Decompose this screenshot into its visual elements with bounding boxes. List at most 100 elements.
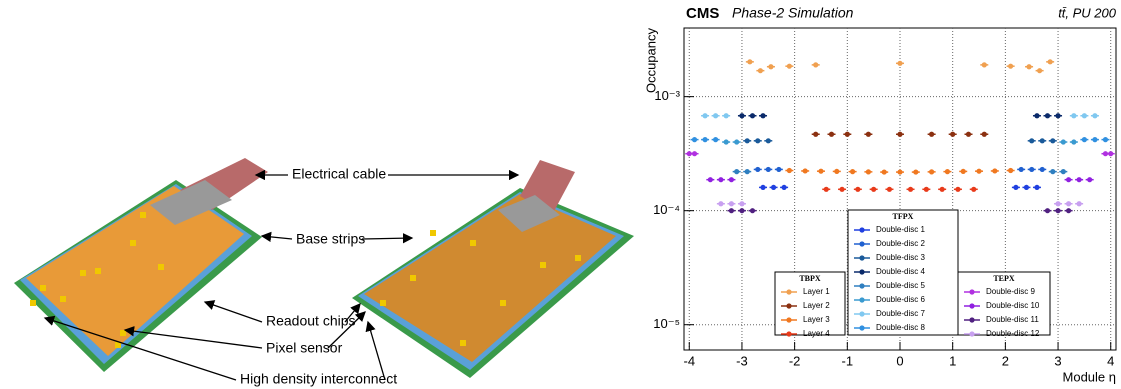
point (1077, 177, 1082, 182)
point (1071, 139, 1076, 144)
label: Readout chips (266, 313, 356, 329)
label: High density interconnect (240, 371, 397, 387)
point (755, 167, 760, 172)
point (729, 177, 734, 182)
point (781, 185, 786, 190)
chart-subtitle: Phase-2 Simulation (732, 5, 854, 21)
point (924, 187, 929, 192)
legend-title: TBPX (799, 274, 821, 283)
legend-swatch (859, 283, 864, 288)
point (961, 169, 966, 174)
point (758, 68, 763, 73)
point (1061, 139, 1066, 144)
point (1108, 151, 1113, 156)
point (813, 62, 818, 67)
point (771, 185, 776, 190)
point (760, 185, 765, 190)
legend-swatch (786, 289, 791, 294)
point (866, 132, 871, 137)
point (766, 138, 771, 143)
legend-swatch (969, 331, 974, 336)
y-tick-label: 10⁻³ (654, 88, 680, 103)
legend-swatch (969, 317, 974, 322)
y-tick-label: 10⁻⁴ (653, 202, 680, 217)
x-tick-label: 0 (896, 353, 903, 368)
point (929, 169, 934, 174)
point (787, 168, 792, 173)
point (1040, 138, 1045, 143)
legend-label: Double-disc 3 (876, 253, 925, 262)
point (976, 169, 981, 174)
legend-swatch (859, 311, 864, 316)
legend-title: TEPX (993, 274, 1015, 283)
point (702, 113, 707, 118)
point (855, 187, 860, 192)
legend-swatch (859, 227, 864, 232)
legend-swatch (969, 289, 974, 294)
point (982, 132, 987, 137)
legend-swatch (859, 269, 864, 274)
point (692, 137, 697, 142)
point (1055, 201, 1060, 206)
point (747, 59, 752, 64)
legend-label: Double-disc 11 (986, 315, 1039, 324)
point (940, 187, 945, 192)
x-tick-label: 2 (1002, 353, 1009, 368)
legend-label: Double-disc 2 (876, 239, 925, 248)
point (1071, 113, 1076, 118)
point (1008, 168, 1013, 173)
point (718, 201, 723, 206)
point (813, 132, 818, 137)
x-tick-label: -2 (789, 353, 801, 368)
point (713, 137, 718, 142)
point (945, 169, 950, 174)
legend-title: TFPX (893, 212, 914, 221)
point (803, 168, 808, 173)
legend-label: Layer 2 (803, 301, 830, 310)
y-tick-label: 10⁻⁵ (653, 316, 680, 331)
point (1061, 169, 1066, 174)
x-tick-label: 1 (949, 353, 956, 368)
point (755, 138, 760, 143)
label: Pixel sensor (266, 340, 343, 356)
point (882, 169, 887, 174)
point (1050, 169, 1055, 174)
point (1048, 59, 1053, 64)
point (971, 187, 976, 192)
legend-label: Double-disc 8 (876, 323, 925, 332)
point (1092, 137, 1097, 142)
point (1024, 185, 1029, 190)
point (1029, 167, 1034, 172)
legend-swatch (859, 297, 864, 302)
point (1092, 113, 1097, 118)
legend-label: Layer 3 (803, 315, 830, 324)
point (1082, 113, 1087, 118)
point (955, 187, 960, 192)
point (739, 201, 744, 206)
legend-swatch (969, 303, 974, 308)
point (929, 132, 934, 137)
point (1045, 113, 1050, 118)
point (734, 139, 739, 144)
point (1066, 208, 1071, 213)
point (850, 169, 855, 174)
point (1029, 138, 1034, 143)
point (908, 187, 913, 192)
point (745, 138, 750, 143)
x-axis-label: Module η (1063, 369, 1116, 384)
module-left (14, 158, 268, 372)
legend-label: Double-disc 1 (876, 225, 925, 234)
point (839, 187, 844, 192)
point (897, 61, 902, 66)
point (871, 187, 876, 192)
point (818, 169, 823, 174)
point (768, 64, 773, 69)
x-tick-label: 4 (1107, 353, 1114, 368)
point (913, 169, 918, 174)
module-right (352, 160, 634, 378)
point (739, 113, 744, 118)
y-axis-label: Occupancy (643, 28, 658, 94)
point (966, 132, 971, 137)
point (724, 139, 729, 144)
legend-label: Double-disc 5 (876, 281, 925, 290)
